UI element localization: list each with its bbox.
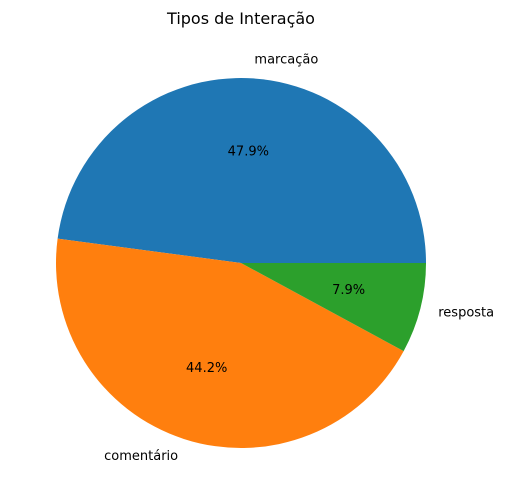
slice-category-label: marcação [254,52,318,67]
pie-slices [56,78,426,448]
chart-title: Tipos de Interação [166,9,315,28]
slice-percentage-label: 7.9% [332,283,365,298]
slice-category-label: comentário [104,449,178,464]
slice-category-label: resposta [438,305,494,320]
slice-percentage-label: 44.2% [186,361,227,376]
pie-slice-0 [57,78,426,263]
pie-slice-2 [241,263,426,352]
pie-slice-1 [56,238,404,448]
category-labels: marcação comentário resposta [104,52,494,464]
slice-percentage-label: 47.9% [228,145,269,160]
percentage-labels: 47.9% 44.2% 7.9% [186,145,365,376]
